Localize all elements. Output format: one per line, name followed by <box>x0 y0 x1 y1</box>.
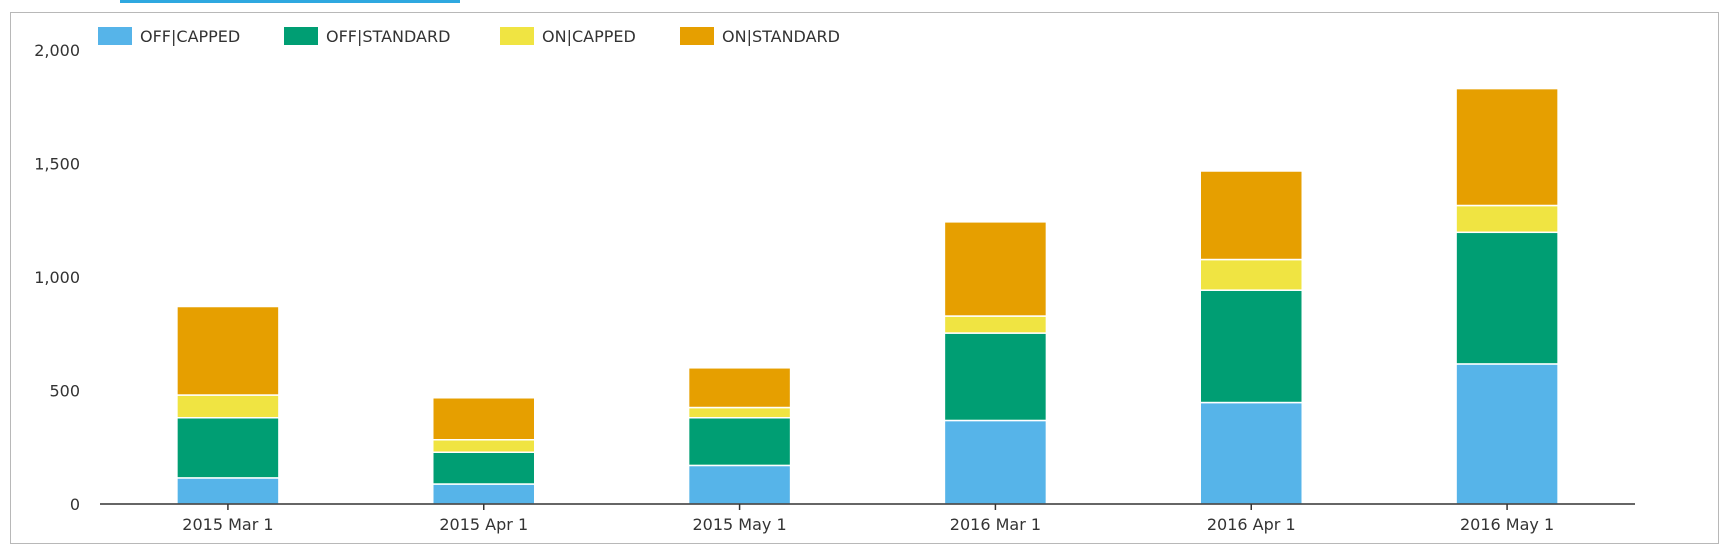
bar-segment <box>1199 401 1303 505</box>
x-tick-label: 2016 Apr 1 <box>1207 515 1296 534</box>
bar-segment <box>687 416 792 467</box>
bar-segment <box>176 305 280 396</box>
legend-label-0: OFF|CAPPED <box>140 27 240 46</box>
x-tick-label: 2016 May 1 <box>1460 515 1554 534</box>
legend-swatch-3 <box>680 27 714 45</box>
y-tick-label: 1,000 <box>34 268 80 287</box>
x-tick-label: 2015 May 1 <box>693 515 787 534</box>
bar-segment <box>1199 258 1303 291</box>
bar-segment <box>687 406 792 419</box>
bars <box>176 87 1559 505</box>
bar-segment <box>432 397 536 441</box>
bar-segment <box>1455 87 1559 207</box>
bar-segment <box>1455 363 1559 505</box>
chart-frame <box>10 12 1719 544</box>
bar-segment <box>1455 231 1559 365</box>
bar-segment <box>432 451 536 485</box>
bar-segment <box>687 464 792 505</box>
bar-segment <box>432 483 536 505</box>
y-tick-label: 1,500 <box>34 155 80 174</box>
legend-swatch-2 <box>500 27 534 45</box>
bar-segment <box>943 221 1048 317</box>
y-tick-label: 2,000 <box>34 41 80 60</box>
bar-segment <box>176 394 280 419</box>
bar-segment <box>176 477 280 505</box>
bar-segment <box>943 332 1048 422</box>
bar-segment <box>1199 170 1303 261</box>
x-tick-label: 2015 Mar 1 <box>182 515 273 534</box>
legend-swatch-0 <box>98 27 132 45</box>
y-tick-label: 500 <box>49 382 80 401</box>
x-axis: 2015 Mar 1 2015 Apr 1 2015 May 1 2016 Mar 1… <box>100 503 1635 534</box>
bar-segment <box>176 416 280 479</box>
legend-swatch-1 <box>284 27 318 45</box>
legend: OFF|CAPPED OFF|STANDARD ON|CAPPED ON|STANDA… <box>98 27 840 46</box>
bar-segment <box>943 419 1048 505</box>
legend-label-1: OFF|STANDARD <box>326 27 450 46</box>
y-tick-label: 0 <box>70 495 80 514</box>
tab-indicator <box>120 0 460 3</box>
bar-segment <box>687 367 792 409</box>
bar-segment <box>432 439 536 453</box>
bar-segment <box>1199 289 1303 404</box>
bar-segment <box>1455 204 1559 234</box>
bar-segment <box>943 315 1048 334</box>
x-tick-label: 2015 Apr 1 <box>439 515 528 534</box>
legend-label-2: ON|CAPPED <box>542 27 636 46</box>
legend-label-3: ON|STANDARD <box>722 27 840 46</box>
y-axis: 0 500 1,000 1,500 2,000 <box>34 41 80 514</box>
x-tick-label: 2016 Mar 1 <box>950 515 1041 534</box>
